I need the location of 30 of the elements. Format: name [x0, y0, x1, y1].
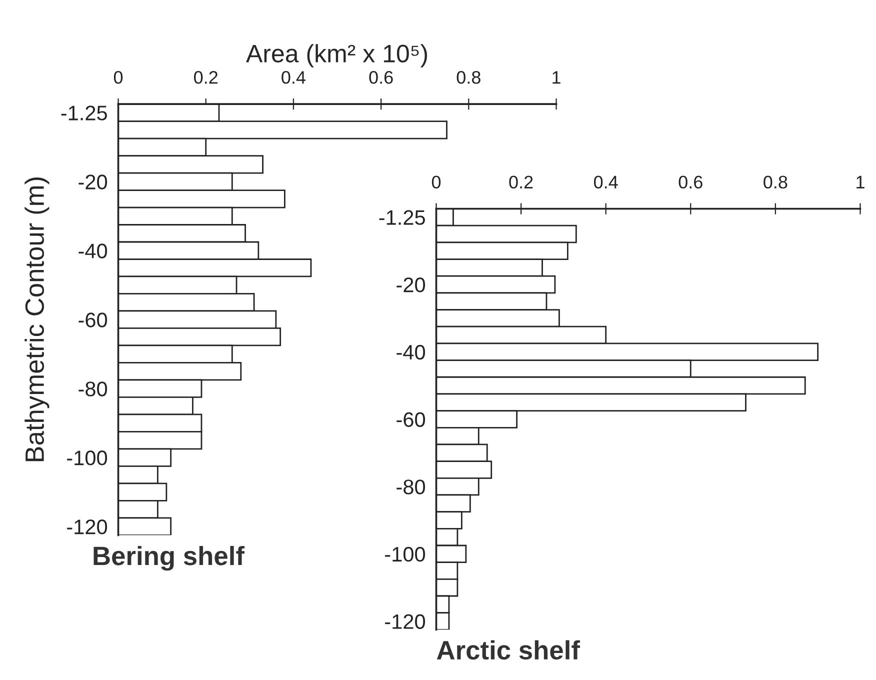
x-tick-label: 0	[114, 71, 123, 84]
x-tick-label: 0	[432, 176, 441, 189]
y-tick-label: -80	[78, 382, 108, 396]
y-tick-label: -60	[78, 312, 108, 328]
x-tick-label: 0.4	[594, 176, 618, 189]
y-tick-label: -1.25	[379, 210, 425, 225]
y-tick-label: -40	[78, 244, 108, 258]
text: Arctic shelf	[436, 640, 580, 660]
x-axis-title: Area (km² x 10⁵)	[246, 44, 428, 68]
x-tick-label: 0.2	[509, 176, 533, 189]
x-tick-label: 0.8	[456, 71, 480, 84]
y-tick-label: -80	[396, 480, 426, 494]
y-tick-label: -100	[67, 450, 108, 466]
y-tick-label: -120	[385, 614, 426, 630]
x-tick-label: 0.6	[678, 176, 702, 189]
text: Bering shelf	[94, 546, 245, 571]
x-tick-label: 0.4	[282, 71, 306, 84]
x-tick-label: 1	[552, 71, 560, 84]
y-tick-label: -20	[78, 174, 108, 190]
y-tick-label: -1.25	[61, 106, 107, 120]
x-tick-label: 0.2	[194, 71, 218, 84]
y-tick-label: -20	[396, 278, 426, 292]
x-tick-label: 0.8	[764, 176, 788, 189]
y-tick-label: -100	[385, 546, 426, 562]
x-tick-label: 0.6	[369, 71, 393, 84]
y-axis-title: Bathymetric Contour (m)	[24, 178, 50, 462]
y-tick-label: -40	[396, 344, 426, 360]
x-tick-label: 1	[856, 176, 864, 188]
y-tick-label: -60	[396, 412, 426, 427]
y-tick-label: -120	[67, 520, 108, 534]
